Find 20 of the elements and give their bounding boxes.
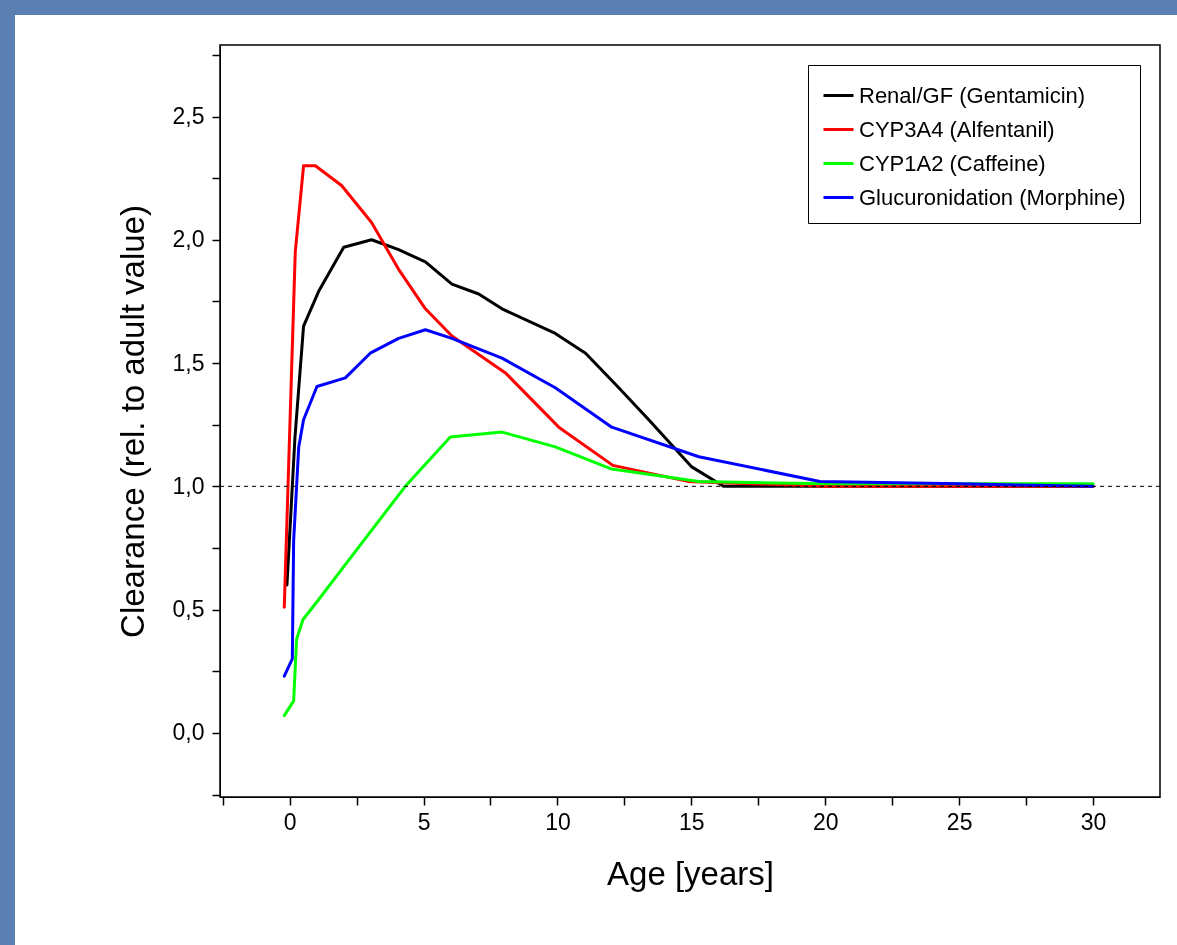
y-tick-label: 1,5	[172, 349, 205, 376]
x-tick-label: 0	[283, 808, 297, 835]
x-tick-label: 30	[1080, 808, 1107, 835]
line-series	[282, 328, 1095, 678]
x-axis-title: Age [years]	[607, 854, 774, 892]
x-tick-label: 10	[545, 808, 571, 835]
x-tick-label: 25	[946, 808, 973, 835]
legend-label: Renal/GF (Gentamicin)	[859, 82, 1086, 108]
y-tick-label: 0,0	[172, 719, 205, 746]
y-axis-title: Clearance (rel. to adult value)	[113, 205, 151, 638]
legend-label: CYP1A2 (Caffeine)	[859, 150, 1046, 176]
y-tick-label: 2,5	[172, 103, 205, 129]
x-tick-label: 5	[417, 808, 431, 835]
y-tick-label: 0,5	[172, 596, 205, 623]
legend-label: CYP3A4 (Alfentanil)	[859, 116, 1055, 142]
y-tick-label: 2,0	[172, 226, 205, 253]
y-tick-label: 1,0	[172, 472, 205, 499]
x-tick-label: 15	[679, 808, 705, 835]
legend-label: Glucuronidation (Morphine)	[859, 184, 1126, 210]
x-tick-label: 20	[812, 808, 839, 835]
